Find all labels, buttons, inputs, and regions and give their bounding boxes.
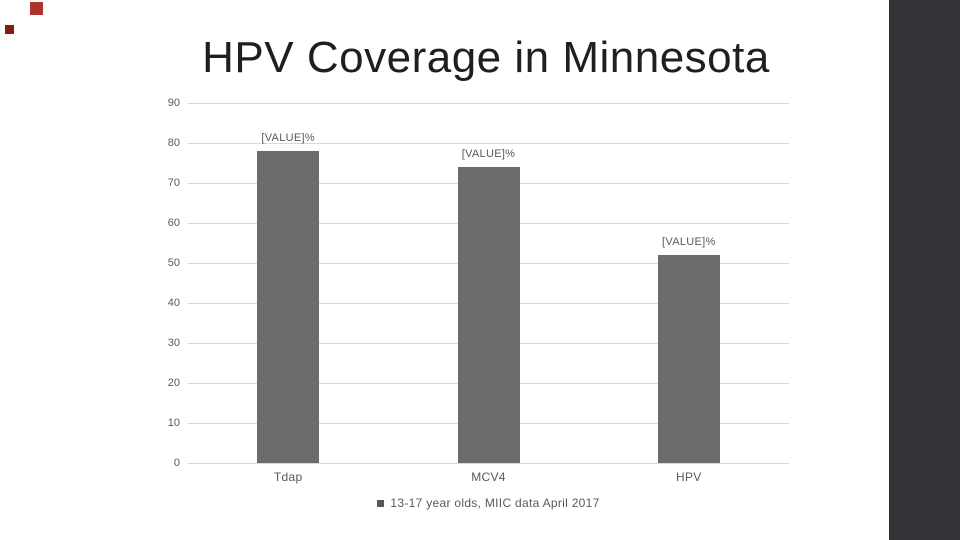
- bar-value-label: [VALUE]%: [261, 132, 315, 144]
- y-tick-label: 80: [167, 137, 180, 149]
- chart-title: HPV Coverage in Minnesota: [202, 33, 770, 82]
- y-tick-label: 60: [167, 217, 180, 229]
- side-accent-band: [889, 0, 960, 540]
- legend-label: 13-17 year olds, MIIC data April 2017: [390, 496, 600, 510]
- legend-marker-icon: [377, 499, 385, 507]
- y-tick-label: 10: [167, 417, 180, 429]
- y-tick-label: 70: [167, 177, 180, 189]
- y-tick-label: 90: [167, 97, 180, 109]
- bar-value-label: [VALUE]%: [662, 236, 716, 248]
- accent-square-bottom: [5, 25, 14, 34]
- y-tick-label: 0: [173, 457, 180, 469]
- gridline: [188, 143, 789, 144]
- y-tick-label: 30: [167, 337, 180, 349]
- bar: [257, 151, 320, 463]
- bar-value-label: [VALUE]%: [461, 148, 516, 160]
- y-tick-label: 50: [167, 257, 180, 269]
- gridline: [188, 103, 789, 104]
- y-tick-label: 20: [167, 377, 180, 389]
- x-category-label: HPV: [676, 470, 702, 484]
- bar: [657, 255, 720, 463]
- x-category-label: MCV4: [471, 470, 506, 484]
- y-tick-label: 40: [167, 297, 180, 309]
- chart-legend: 13-17 year olds, MIIC data April 2017: [188, 496, 789, 510]
- bar: [457, 167, 520, 463]
- x-category-label: Tdap: [273, 470, 303, 484]
- gridline: [188, 463, 789, 464]
- accent-square-top: [30, 2, 43, 15]
